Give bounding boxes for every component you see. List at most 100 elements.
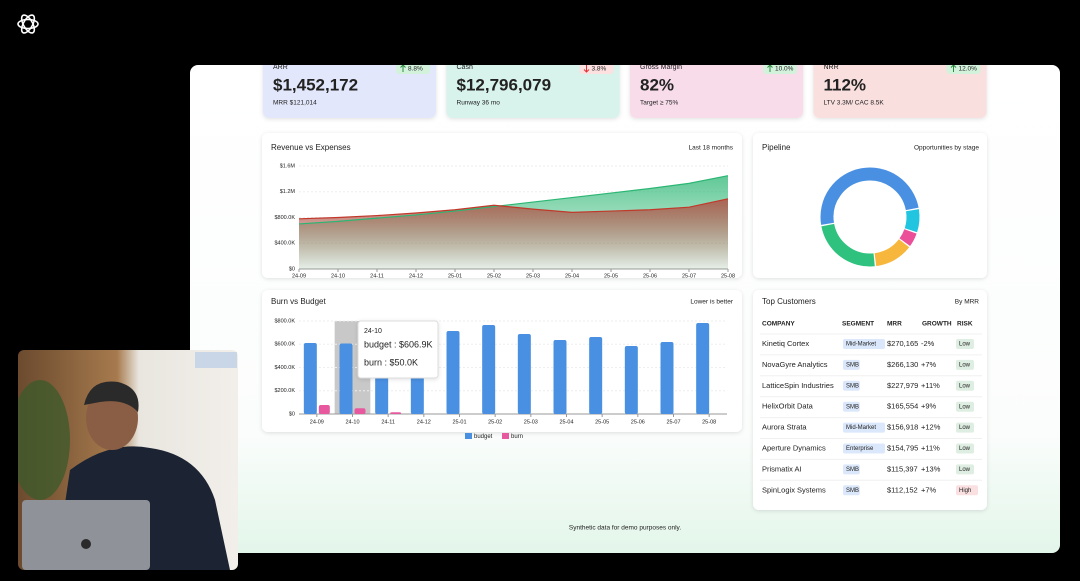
bar [390,412,402,414]
segment-badge [843,359,860,370]
growth: +11% [921,381,940,390]
x-tick-label: 25-06 [643,273,657,279]
risk-badge [956,359,974,370]
pipeline-card [753,133,987,278]
bar [318,405,330,414]
bar [589,337,603,414]
risk: Low [959,425,971,431]
line [298,198,729,220]
webcam-plant [18,380,70,500]
mrr: $115,397 [887,464,918,473]
kpi-label: ARR [273,64,288,71]
x-tick-label: 25-04 [559,419,573,425]
kpi-card [630,65,803,118]
customers-title: Top Customers [762,297,816,306]
bar [517,334,531,414]
company: Aperture Dynamics [762,443,826,452]
bar [696,322,710,414]
kpi-label: Gross Margin [640,64,682,71]
x-tick-label: 25-05 [604,273,618,279]
kpi-value: 112% [824,75,867,94]
burn-title: Burn vs Budget [271,297,326,306]
tooltip [357,320,439,379]
x-tick-label: 25-02 [487,273,501,279]
y-tick-label: $1.6M [280,163,296,169]
y-tick-label: $800.0K [275,318,296,324]
company: SpinLogix Systems [762,485,826,494]
kpi-row: ARR $1,452,172 MRR $121,014 8.8% Cash $12,796… [263,64,987,118]
kpi-change: 3.8% [592,66,607,73]
burn-note: Lower is better [690,299,733,306]
company: Prismatix AI [762,464,802,473]
tooltip-title: 24-10 [364,328,382,335]
y-tick-label: $1.2M [280,189,296,195]
mrr: $270,165 [887,339,918,348]
legend-swatch [465,433,472,439]
risk: High [959,488,971,494]
line [298,175,729,225]
kpi-label: Cash [457,64,473,71]
customers-table: COMPANY SEGMENT MRR GROWTH RISK Kinetiq Corte… [760,321,982,496]
x-tick-label: 25-07 [682,273,696,279]
kpi-arrow [950,65,957,72]
segment: Mid-Market [846,342,876,348]
pipeline-note: Opportunities by stage [914,145,979,152]
x-tick-label: 25-08 [702,419,716,425]
kpi-label: NRR [824,64,839,71]
webcam-screen [195,352,237,368]
x-tick-label: 25-08 [721,273,735,279]
kpi-badge [396,65,430,74]
y-tick-label: $400.0K [275,241,296,247]
y-tick-label: $400.0K [275,365,296,371]
footer: Synthetic data for demo purposes only. [569,525,681,532]
donut-segment [874,239,910,267]
kpi-card [813,65,987,118]
company: HelixOrbit Data [762,402,814,411]
pipeline-title: Pipeline [762,143,791,152]
x-tick-label: 24-11 [381,419,395,425]
x-tick-label: 24-09 [310,419,324,425]
bar [482,324,496,414]
donut-segment [899,229,917,247]
bar [354,408,366,414]
legend-label: budget [474,434,493,440]
y-tick-label: $0 [289,411,295,417]
segment: SMB [846,488,859,494]
bar [660,342,674,414]
risk-badge [956,401,974,412]
bar [410,367,424,414]
column-header: GROWTH [922,321,952,328]
customers-card [753,290,987,510]
tooltip-line: budget : $606.9K [364,339,433,349]
growth: +12% [921,423,941,432]
revenue-note: Last 18 months [689,145,734,152]
kpi-value: $12,796,079 [457,75,552,94]
legend-label: burn [511,434,523,440]
bar [339,343,353,414]
segment-badge [843,380,860,391]
kpi-badge [946,65,981,74]
risk-badge [956,422,974,433]
customers-note: By MRR [955,299,980,306]
column-header: MRR [887,321,902,328]
logo [17,14,39,34]
kpi-arrow [583,65,590,73]
tooltip-line: burn : $50.0K [364,357,418,367]
x-tick-label: 25-07 [666,419,680,425]
webcam-laptop [22,500,150,570]
x-tick-label: 25-04 [565,273,579,279]
kpi-sub: LTV 3.3M/ CAC 8.5K [824,100,885,107]
segment-badge [843,464,860,475]
burn-chart: $0 $200.0K $400.0K $600.0K $800.0K 24-09 24-10… [275,318,727,440]
segment: Mid-Market [846,425,876,431]
x-tick-label: 24-12 [417,419,431,425]
growth: +9% [921,402,937,411]
revenue-chart: $0 $400.0K $800.0K $1.2M $1.6M 24-09 24-10 24-1… [275,163,736,279]
x-tick-label: 25-06 [631,419,645,425]
risk-badge [956,339,974,349]
x-tick-label: 24-11 [370,273,384,279]
growth: +7% [921,485,937,494]
risk: Low [959,446,971,452]
growth: +13% [921,464,941,473]
